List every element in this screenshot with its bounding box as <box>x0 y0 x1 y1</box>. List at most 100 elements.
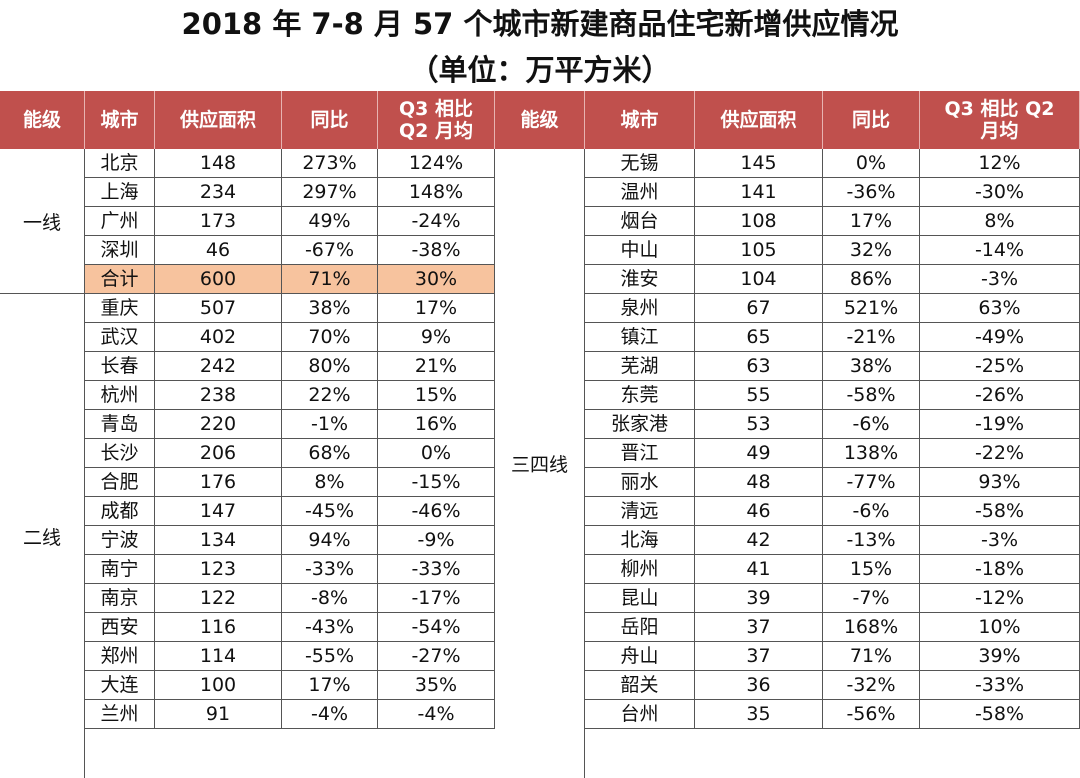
left-yoy-cell: 68% <box>282 439 378 468</box>
left-q3-vs-q2-cell: -27% <box>378 642 495 671</box>
right-q3-vs-q2-cell: -49% <box>920 323 1080 352</box>
left-q3-vs-q2-cell: -38% <box>378 236 495 265</box>
right-supply-cell: 49 <box>695 439 823 468</box>
row-divider <box>85 409 495 410</box>
left-city-cell: 武汉 <box>85 323 155 352</box>
row-divider <box>585 525 1080 526</box>
right-city-cell: 泉州 <box>585 294 695 323</box>
right-city-cell: 丽水 <box>585 468 695 497</box>
header-right-q3-vs-q2: Q3 相比 Q2 月均 <box>920 91 1080 149</box>
left-supply-cell: 600 <box>155 265 282 294</box>
left-q3-vs-q2-cell: 148% <box>378 178 495 207</box>
row-divider <box>585 206 1080 207</box>
right-supply-cell: 63 <box>695 352 823 381</box>
right-q3-vs-q2-cell: -19% <box>920 410 1080 439</box>
row-divider <box>585 322 1080 323</box>
left-city-cell: 南京 <box>85 584 155 613</box>
left-q3-vs-q2-cell: -15% <box>378 468 495 497</box>
row-divider <box>585 641 1080 642</box>
right-city-cell: 晋江 <box>585 439 695 468</box>
row-divider <box>85 235 495 236</box>
right-city-cell: 无锡 <box>585 149 695 178</box>
right-yoy-cell: 38% <box>823 352 920 381</box>
right-q3-vs-q2-cell: -14% <box>920 236 1080 265</box>
right-city-cell: 韶关 <box>585 671 695 700</box>
left-q3-vs-q2-cell: 124% <box>378 149 495 178</box>
tier-second-line: 二线 <box>0 294 85 778</box>
row-divider <box>85 554 495 555</box>
row-divider <box>85 177 495 178</box>
left-yoy-cell: 273% <box>282 149 378 178</box>
right-supply-cell: 104 <box>695 265 823 294</box>
left-q3-vs-q2-cell: -54% <box>378 613 495 642</box>
right-q3-vs-q2-cell: 39% <box>920 642 1080 671</box>
row-divider <box>585 235 1080 236</box>
left-yoy-cell: 17% <box>282 671 378 700</box>
left-supply-cell: 402 <box>155 323 282 352</box>
left-yoy-cell: -33% <box>282 555 378 584</box>
row-divider <box>585 670 1080 671</box>
left-city-cell: 郑州 <box>85 642 155 671</box>
right-yoy-cell: -36% <box>823 178 920 207</box>
row-divider <box>85 467 495 468</box>
right-supply-cell: 108 <box>695 207 823 236</box>
left-city-cell: 西安 <box>85 613 155 642</box>
right-supply-cell: 46 <box>695 497 823 526</box>
right-q3-vs-q2-cell: -58% <box>920 497 1080 526</box>
left-city-cell: 长沙 <box>85 439 155 468</box>
right-yoy-cell: -6% <box>823 410 920 439</box>
left-supply-cell: 234 <box>155 178 282 207</box>
right-q3-vs-q2-cell: -18% <box>920 555 1080 584</box>
left-yoy-cell: -45% <box>282 497 378 526</box>
left-city-cell: 长春 <box>85 352 155 381</box>
left-city-cell: 合计 <box>85 265 155 294</box>
right-yoy-cell: -13% <box>823 526 920 555</box>
right-supply-cell: 105 <box>695 236 823 265</box>
left-q3-vs-q2-cell: 16% <box>378 410 495 439</box>
left-q3-vs-q2-cell: 0% <box>378 439 495 468</box>
left-city-cell: 广州 <box>85 207 155 236</box>
right-yoy-cell: -77% <box>823 468 920 497</box>
left-supply-cell: 123 <box>155 555 282 584</box>
row-divider <box>585 438 1080 439</box>
left-q3-vs-q2-cell: 21% <box>378 352 495 381</box>
tier-third-fourth-line: 三四线 <box>495 149 585 778</box>
header-left-q3-vs-q2: Q3 相比 Q2 月均 <box>378 91 495 149</box>
left-yoy-cell: -1% <box>282 410 378 439</box>
left-q3-vs-q2-cell: -46% <box>378 497 495 526</box>
left-q3-vs-q2-cell: -4% <box>378 700 495 729</box>
row-divider <box>585 583 1080 584</box>
right-q3-vs-q2-cell: 10% <box>920 613 1080 642</box>
left-city-cell: 杭州 <box>85 381 155 410</box>
row-divider <box>0 293 85 294</box>
right-q3-vs-q2-cell: 93% <box>920 468 1080 497</box>
row-divider <box>85 264 495 265</box>
right-city-cell: 镇江 <box>585 323 695 352</box>
right-q3-vs-q2-cell: 12% <box>920 149 1080 178</box>
row-divider <box>85 496 495 497</box>
right-yoy-cell: -56% <box>823 700 920 729</box>
left-supply-cell: 242 <box>155 352 282 381</box>
left-city-cell: 大连 <box>85 671 155 700</box>
left-supply-cell: 173 <box>155 207 282 236</box>
right-city-cell: 烟台 <box>585 207 695 236</box>
right-yoy-cell: 138% <box>823 439 920 468</box>
tier-first-line: 一线 <box>0 149 85 294</box>
right-q3-vs-q2-cell: -58% <box>920 700 1080 729</box>
left-yoy-cell: -8% <box>282 584 378 613</box>
row-divider <box>585 264 1080 265</box>
right-q3-vs-q2-cell: -30% <box>920 178 1080 207</box>
left-supply-cell: 507 <box>155 294 282 323</box>
row-divider <box>585 380 1080 381</box>
left-yoy-cell: 22% <box>282 381 378 410</box>
left-q3-vs-q2-cell: 15% <box>378 381 495 410</box>
left-q3-vs-q2-cell: 9% <box>378 323 495 352</box>
row-divider <box>585 554 1080 555</box>
left-city-cell: 兰州 <box>85 700 155 729</box>
left-city-cell: 成都 <box>85 497 155 526</box>
right-city-cell: 昆山 <box>585 584 695 613</box>
right-yoy-cell: 521% <box>823 294 920 323</box>
right-city-cell: 舟山 <box>585 642 695 671</box>
row-divider <box>585 351 1080 352</box>
row-divider <box>85 612 495 613</box>
